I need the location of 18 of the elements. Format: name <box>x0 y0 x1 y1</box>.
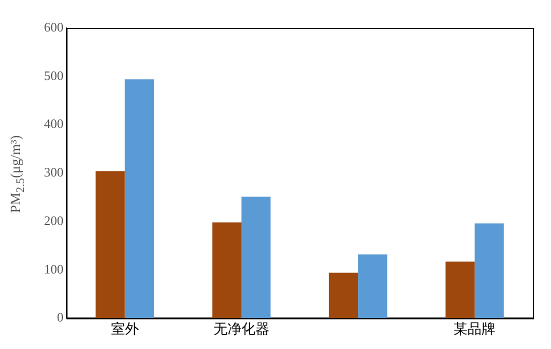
y-tick-label: 200 <box>44 212 64 228</box>
bar <box>328 272 358 318</box>
bar <box>96 171 125 318</box>
x-tick-label: 无净化器 <box>213 321 270 338</box>
x-tick-label: 室外 <box>110 321 139 338</box>
y-tick-label: 500 <box>44 68 64 83</box>
bar <box>241 196 271 318</box>
y-tick-label: 400 <box>44 116 64 132</box>
y-tick-label: 300 <box>44 164 64 180</box>
bar <box>124 79 154 318</box>
y-tick-label: 100 <box>44 261 64 276</box>
bar <box>474 223 504 318</box>
bar <box>212 222 242 318</box>
bar <box>358 254 388 318</box>
bar <box>446 262 475 318</box>
y-tick-label: 600 <box>44 19 64 34</box>
x-tick-label: 某品牌 <box>454 321 496 338</box>
y-tick-label: 0 <box>57 310 64 325</box>
